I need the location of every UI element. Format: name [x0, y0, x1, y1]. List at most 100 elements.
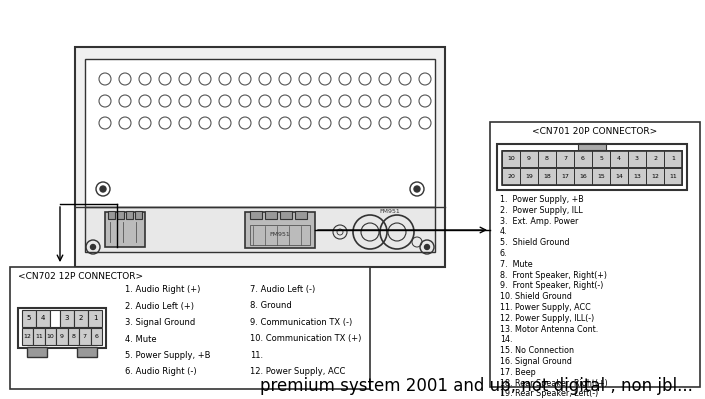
Bar	[77, 347, 97, 357]
Text: 11: 11	[35, 334, 43, 339]
Text: 4.: 4.	[500, 227, 508, 236]
Text: FM951: FM951	[379, 209, 400, 214]
Text: 3: 3	[65, 316, 69, 322]
Text: 1: 1	[671, 156, 675, 161]
Text: 6. Audio Right (-): 6. Audio Right (-)	[125, 367, 197, 377]
Bar	[79, 328, 90, 345]
Bar	[85, 207, 435, 252]
Bar	[578, 143, 606, 150]
Bar	[628, 168, 646, 185]
Text: 10. Communication TX (+): 10. Communication TX (+)	[250, 334, 362, 344]
Bar	[245, 212, 315, 248]
Text: 7: 7	[563, 156, 567, 161]
Text: 7: 7	[83, 334, 87, 339]
Bar	[610, 150, 628, 167]
Text: 16: 16	[579, 174, 587, 179]
Text: 17. Beep: 17. Beep	[500, 368, 536, 377]
Text: 6.: 6.	[500, 249, 508, 258]
Bar	[502, 168, 520, 185]
Text: 6: 6	[94, 334, 98, 339]
Text: 10: 10	[47, 334, 54, 339]
Text: 6: 6	[581, 156, 585, 161]
Bar	[574, 168, 592, 185]
Text: 9. Communication TX (-): 9. Communication TX (-)	[250, 318, 352, 327]
Text: 7.  Mute: 7. Mute	[500, 260, 532, 269]
Text: 1. Audio Right (+): 1. Audio Right (+)	[125, 285, 200, 294]
Text: 12. Power Supply, ILL(-): 12. Power Supply, ILL(-)	[500, 314, 594, 323]
Bar	[538, 150, 556, 167]
Bar	[60, 310, 74, 327]
Bar	[265, 211, 277, 219]
Text: 13: 13	[633, 174, 641, 179]
Text: 14.: 14.	[500, 336, 513, 344]
Text: 18. Rear Speaker, Right(+): 18. Rear Speaker, Right(+)	[500, 379, 608, 387]
Bar	[520, 168, 538, 185]
Text: 8.  Front Speaker, Right(+): 8. Front Speaker, Right(+)	[500, 271, 607, 280]
Text: 10: 10	[507, 156, 515, 161]
Text: 10. Shield Ground: 10. Shield Ground	[500, 292, 572, 301]
Text: <CN702 12P CONNECTOR>: <CN702 12P CONNECTOR>	[18, 272, 143, 281]
Text: 2: 2	[653, 156, 657, 161]
Text: 5. Power Supply, +B: 5. Power Supply, +B	[125, 351, 211, 360]
Bar	[502, 150, 520, 167]
Bar	[108, 211, 115, 219]
Bar	[556, 168, 574, 185]
Bar	[88, 310, 102, 327]
Bar	[22, 328, 33, 345]
Bar	[664, 168, 682, 185]
Text: 1.  Power Supply, +B: 1. Power Supply, +B	[500, 195, 584, 204]
Text: 8. Ground: 8. Ground	[250, 302, 292, 310]
Bar	[75, 47, 445, 267]
Bar	[10, 267, 370, 389]
Bar	[56, 328, 68, 345]
Text: 8: 8	[545, 156, 549, 161]
Text: 2: 2	[79, 316, 83, 322]
Circle shape	[100, 186, 106, 192]
Text: 11.: 11.	[250, 351, 263, 360]
Bar	[280, 211, 292, 219]
Text: 2. Audio Left (+): 2. Audio Left (+)	[125, 302, 194, 310]
Bar	[610, 168, 628, 185]
Text: 17: 17	[561, 174, 569, 179]
Text: 9: 9	[60, 334, 64, 339]
Bar	[556, 150, 574, 167]
Text: 15. No Connection: 15. No Connection	[500, 346, 574, 355]
Text: 8: 8	[71, 334, 75, 339]
Bar	[664, 150, 682, 167]
Bar	[22, 310, 36, 327]
Bar	[45, 328, 56, 345]
Text: 3: 3	[635, 156, 639, 161]
Text: 9: 9	[527, 156, 531, 161]
Text: <CN701 20P CONNECTOR>: <CN701 20P CONNECTOR>	[532, 127, 658, 136]
Bar	[105, 212, 145, 247]
Text: 12: 12	[24, 334, 32, 339]
Bar	[490, 122, 700, 387]
Text: 5: 5	[27, 316, 31, 322]
Circle shape	[424, 245, 429, 249]
Bar	[592, 168, 610, 185]
Bar	[126, 211, 133, 219]
Text: 13. Motor Antenna Cont.: 13. Motor Antenna Cont.	[500, 325, 599, 334]
Bar	[628, 150, 646, 167]
Text: 5: 5	[599, 156, 603, 161]
Bar	[68, 328, 79, 345]
Text: 12: 12	[651, 174, 659, 179]
Bar	[135, 211, 142, 219]
Circle shape	[90, 245, 95, 249]
Bar	[574, 150, 592, 167]
Bar	[520, 150, 538, 167]
Bar	[250, 225, 310, 245]
Bar	[36, 310, 50, 327]
Bar	[74, 310, 88, 327]
Text: 16. Signal Ground: 16. Signal Ground	[500, 357, 572, 366]
Bar	[502, 151, 682, 185]
Bar	[250, 211, 262, 219]
Bar	[295, 211, 307, 219]
Text: 4: 4	[617, 156, 621, 161]
Text: 3.  Ext. Amp. Power: 3. Ext. Amp. Power	[500, 217, 578, 225]
Text: 15: 15	[597, 174, 605, 179]
Text: 1: 1	[93, 316, 97, 322]
Text: FM951: FM951	[269, 233, 290, 237]
Bar	[646, 168, 664, 185]
Bar	[538, 168, 556, 185]
